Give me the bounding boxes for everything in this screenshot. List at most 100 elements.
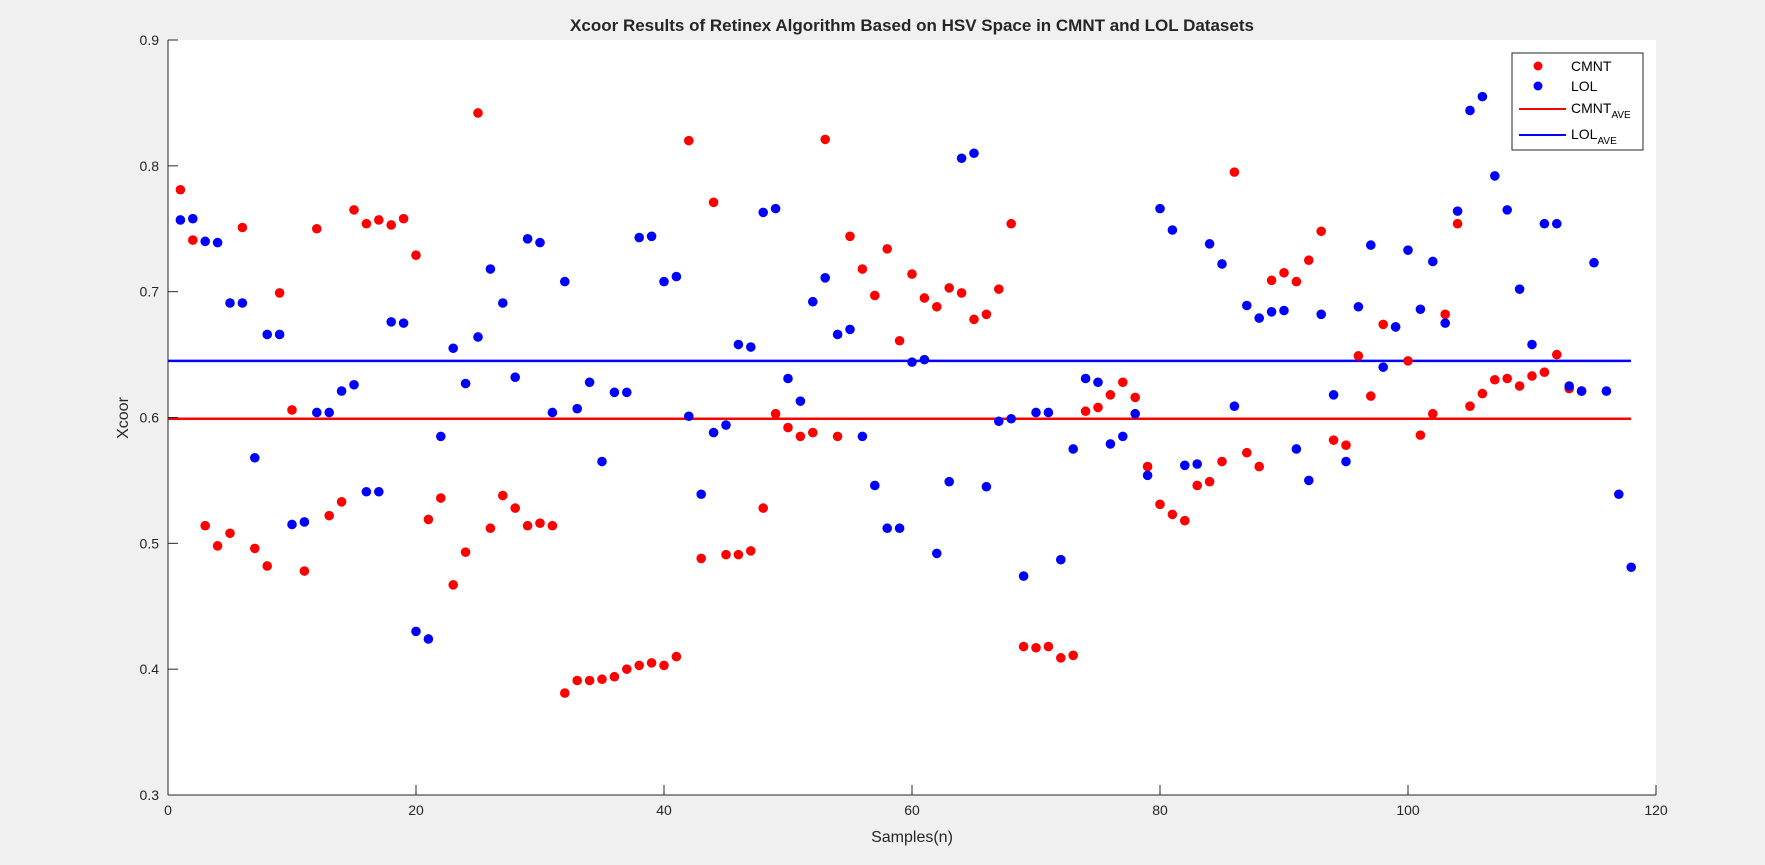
point-lol — [324, 407, 335, 418]
point-cmnt — [448, 580, 459, 590]
point-cmnt — [287, 405, 297, 415]
point-lol — [1217, 259, 1227, 269]
point-cmnt — [460, 547, 471, 557]
point-lol — [832, 329, 843, 340]
point-cmnt — [423, 514, 434, 525]
x-tick-label: 100 — [1396, 802, 1420, 818]
point-cmnt — [299, 566, 310, 576]
point-cmnt — [721, 549, 731, 560]
point-cmnt — [733, 549, 744, 560]
point-cmnt — [622, 664, 632, 674]
point-cmnt — [584, 675, 595, 686]
point-cmnt — [832, 431, 843, 442]
point-cmnt — [349, 205, 359, 215]
point-cmnt — [820, 134, 830, 145]
point-cmnt — [498, 490, 508, 501]
y-tick-label: 0.8 — [140, 158, 160, 174]
point-cmnt — [795, 431, 806, 442]
point-cmnt — [473, 108, 483, 118]
legend-label-cmnt-ave-sub: AVE — [1611, 110, 1631, 121]
point-cmnt — [436, 493, 446, 503]
point-cmnt — [634, 660, 644, 671]
point-lol — [1626, 562, 1636, 573]
point-lol — [1105, 439, 1116, 449]
point-lol — [473, 332, 483, 342]
point-cmnt — [1192, 480, 1202, 491]
point-lol — [932, 548, 942, 559]
point-lol — [969, 148, 979, 159]
point-cmnt — [845, 231, 855, 242]
point-lol — [1527, 339, 1537, 350]
legend[interactable]: CMNT LOL CMNTAVE LOLAVE — [1511, 52, 1644, 151]
point-cmnt — [1229, 167, 1240, 177]
point-cmnt — [510, 503, 520, 513]
point-lol — [1452, 206, 1463, 216]
point-lol — [1353, 301, 1364, 312]
point-lol — [1490, 171, 1500, 181]
point-lol — [1502, 205, 1512, 215]
point-lol — [646, 231, 657, 242]
point-cmnt — [944, 283, 954, 293]
point-lol — [721, 420, 731, 430]
point-lol — [733, 339, 744, 350]
point-cmnt — [1180, 515, 1190, 526]
point-cmnt — [1465, 401, 1475, 411]
point-cmnt — [212, 541, 223, 551]
legend-label-lol-ave-sub: AVE — [1597, 136, 1617, 147]
point-lol — [175, 215, 186, 225]
point-lol — [1093, 377, 1103, 388]
point-lol — [696, 489, 706, 500]
series-lol — [175, 91, 1636, 644]
point-lol — [1465, 105, 1475, 116]
x-tick-label: 20 — [408, 802, 424, 818]
point-cmnt — [1105, 390, 1116, 400]
point-lol — [584, 377, 595, 388]
point-lol — [1576, 386, 1587, 396]
point-lol — [448, 343, 459, 354]
point-lol — [237, 298, 248, 308]
legend-label-cmnt-ave-main: CMNT — [1571, 100, 1612, 116]
point-lol — [857, 431, 868, 442]
point-cmnt — [746, 546, 756, 556]
point-lol — [1242, 300, 1252, 311]
point-lol — [336, 386, 347, 396]
point-cmnt — [932, 301, 942, 312]
point-lol — [1614, 489, 1624, 500]
legend-label-lol-ave-main: LOL — [1571, 126, 1598, 142]
x-ticks: 0 20 40 60 80 100 120 — [164, 785, 1668, 818]
point-lol — [956, 153, 967, 164]
point-cmnt — [671, 651, 682, 662]
point-lol — [1428, 256, 1438, 267]
point-lol — [820, 273, 830, 283]
point-lol — [510, 372, 520, 383]
point-cmnt — [1552, 349, 1562, 360]
point-lol — [460, 378, 471, 389]
point-lol — [1440, 318, 1450, 328]
point-cmnt — [1490, 374, 1500, 385]
legend-marker-lol — [1533, 81, 1543, 91]
point-lol — [919, 354, 930, 365]
point-lol — [1204, 239, 1215, 249]
point-lol — [671, 271, 682, 282]
point-cmnt — [361, 218, 372, 229]
point-cmnt — [572, 675, 582, 686]
point-lol — [758, 207, 768, 218]
point-lol — [708, 427, 719, 438]
point-lol — [1254, 313, 1264, 323]
point-cmnt — [1118, 377, 1128, 388]
point-cmnt — [1217, 456, 1227, 467]
point-lol — [1118, 431, 1128, 442]
point-lol — [1229, 401, 1240, 411]
point-cmnt — [1440, 309, 1450, 320]
point-cmnt — [1366, 391, 1376, 401]
point-cmnt — [1093, 402, 1103, 413]
point-cmnt — [1415, 430, 1426, 440]
y-tick-label: 0.3 — [140, 787, 160, 803]
point-cmnt — [1142, 461, 1153, 472]
point-cmnt — [1006, 218, 1016, 229]
point-lol — [684, 411, 694, 422]
y-tick-label: 0.4 — [140, 661, 160, 677]
x-tick-label: 40 — [656, 802, 672, 818]
plot-area — [168, 40, 1656, 795]
average-lines — [168, 359, 1631, 421]
